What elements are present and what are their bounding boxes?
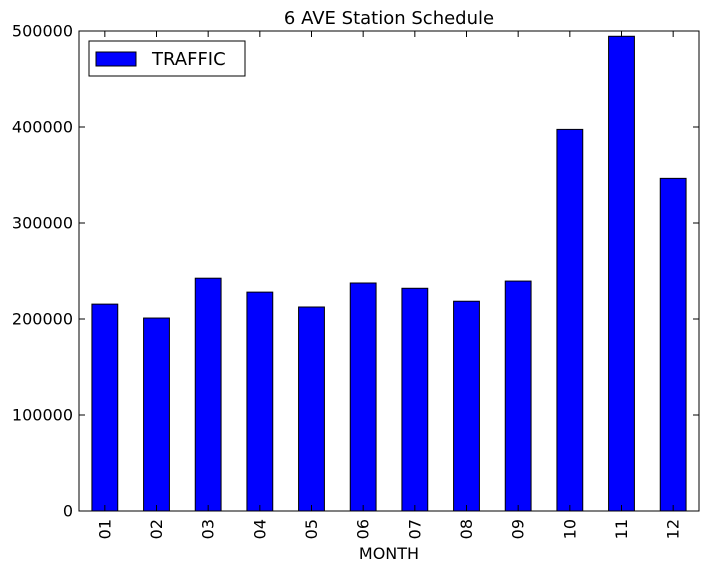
- plot-frame: [78, 30, 700, 512]
- x-tick-label: 03: [199, 519, 218, 539]
- bar-01: [91, 303, 119, 512]
- bar-09: [504, 280, 532, 512]
- y-tick-label: 400000: [12, 118, 73, 137]
- legend-swatch: [95, 51, 137, 67]
- y-tick-label: 300000: [12, 214, 73, 233]
- bar-12: [659, 177, 687, 512]
- x-tick-label: 08: [457, 519, 476, 539]
- x-tick-label: 11: [612, 519, 631, 539]
- x-tick-label: 06: [354, 519, 373, 539]
- y-tick-label: 100000: [12, 406, 73, 425]
- x-axis-ticks: 01 02 03 04 05 06 07 08 09 10 11 12: [95, 31, 683, 539]
- x-tick-label: 12: [664, 519, 683, 539]
- y-tick-label: 0: [63, 502, 73, 521]
- x-tick-label: 10: [560, 519, 579, 539]
- bar-07: [401, 287, 429, 512]
- x-tick-label: 07: [405, 519, 424, 539]
- x-tick-label: 04: [250, 519, 269, 539]
- y-tick-label: 200000: [12, 310, 73, 329]
- bar-11: [608, 35, 635, 512]
- x-tick-label: 01: [95, 519, 114, 539]
- bar-04: [246, 291, 274, 512]
- bar-10: [556, 128, 584, 512]
- chart-title: 6 AVE Station Schedule: [284, 8, 494, 29]
- y-tick-label: 500000: [12, 22, 73, 41]
- bar-05: [298, 306, 325, 512]
- y-axis-ticks: 0 100000 200000 300000 400000 500000: [12, 22, 699, 521]
- bars-layer: [91, 35, 687, 512]
- bar-06: [349, 282, 377, 512]
- bar-03: [194, 277, 222, 512]
- bar-02: [143, 317, 170, 512]
- x-tick-label: 05: [302, 519, 321, 539]
- x-axis-label: MONTH: [359, 544, 419, 563]
- x-tick-label: 09: [509, 519, 528, 539]
- bar-08: [453, 300, 480, 512]
- legend-label: TRAFFIC: [151, 49, 226, 70]
- x-tick-label: 02: [147, 519, 166, 539]
- legend: TRAFFIC: [88, 40, 246, 77]
